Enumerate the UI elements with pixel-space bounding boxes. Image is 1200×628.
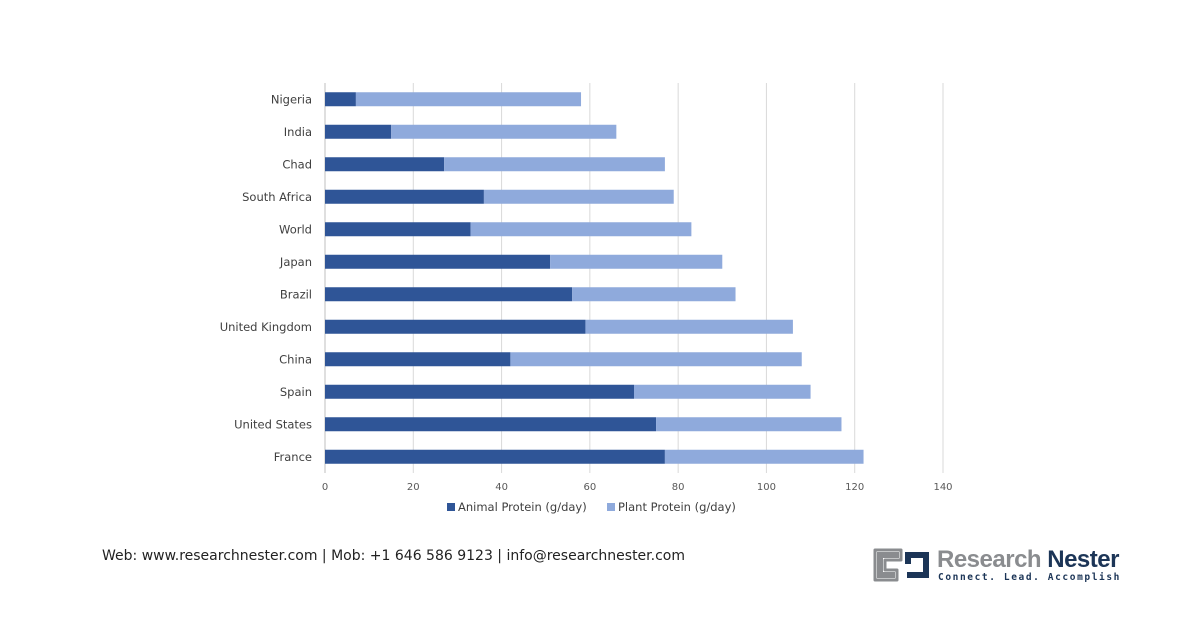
bar-animal-protein: [325, 287, 573, 302]
bar-animal-protein: [325, 254, 551, 269]
x-tick-label: 60: [583, 482, 596, 493]
research-nester-logo: Research Nester Connect. Lead. Accomplis…: [873, 546, 1119, 584]
bar-animal-protein: [325, 189, 484, 204]
bar-plant-protein: [510, 352, 802, 367]
bar-animal-protein: [325, 222, 471, 237]
bar-animal-protein: [325, 124, 392, 139]
bar-animal-protein: [325, 449, 665, 464]
y-category-label: China: [279, 352, 312, 366]
logo-wordmark: Research Nester: [937, 546, 1119, 574]
x-tick-label: 80: [672, 482, 685, 493]
bar-plant-protein: [470, 222, 692, 237]
x-tick-label: 100: [757, 482, 776, 493]
x-tick-label: 0: [322, 482, 328, 493]
logo-mark-icon: [873, 548, 929, 582]
y-category-label: Spain: [280, 385, 312, 399]
y-category-label: France: [274, 450, 312, 464]
x-tick-label: 120: [845, 482, 864, 493]
y-category-label: Japan: [279, 255, 312, 269]
legend-swatch: [607, 503, 615, 511]
y-category-label: Nigeria: [271, 92, 312, 106]
bar-animal-protein: [325, 352, 511, 367]
logo-tagline: Connect. Lead. Accomplish: [938, 572, 1121, 583]
legend-swatch: [447, 503, 455, 511]
bar-plant-protein: [391, 124, 617, 139]
x-tick-label: 140: [933, 482, 952, 493]
bar-plant-protein: [585, 319, 793, 334]
bar-animal-protein: [325, 384, 634, 399]
bar-animal-protein: [325, 157, 445, 172]
bar-animal-protein: [325, 92, 356, 107]
y-category-label: India: [284, 125, 312, 139]
legend-label: Plant Protein (g/day): [618, 500, 736, 514]
y-category-label: World: [279, 222, 312, 236]
y-category-label: Brazil: [280, 287, 312, 301]
bar-plant-protein: [664, 449, 864, 464]
bar-plant-protein: [444, 157, 665, 172]
bar-animal-protein: [325, 417, 657, 432]
bar-animal-protein: [325, 319, 586, 334]
x-tick-label: 20: [407, 482, 420, 493]
y-category-label: Chad: [282, 157, 312, 171]
bar-plant-protein: [483, 189, 674, 204]
bar-plant-protein: [572, 287, 736, 302]
y-category-label: United States: [234, 417, 312, 431]
logo-word-research: Research: [937, 546, 1042, 573]
legend-label: Animal Protein (g/day): [458, 500, 587, 514]
logo-word-nester: Nester: [1047, 546, 1119, 573]
bar-plant-protein: [656, 417, 842, 432]
y-category-label: South Africa: [242, 190, 312, 204]
bar-plant-protein: [550, 254, 723, 269]
bar-plant-protein: [634, 384, 811, 399]
bar-plant-protein: [355, 92, 582, 107]
y-category-label: United Kingdom: [220, 320, 312, 334]
x-tick-label: 40: [495, 482, 508, 493]
footer-contact: Web: www.researchnester.com | Mob: +1 64…: [102, 548, 685, 564]
